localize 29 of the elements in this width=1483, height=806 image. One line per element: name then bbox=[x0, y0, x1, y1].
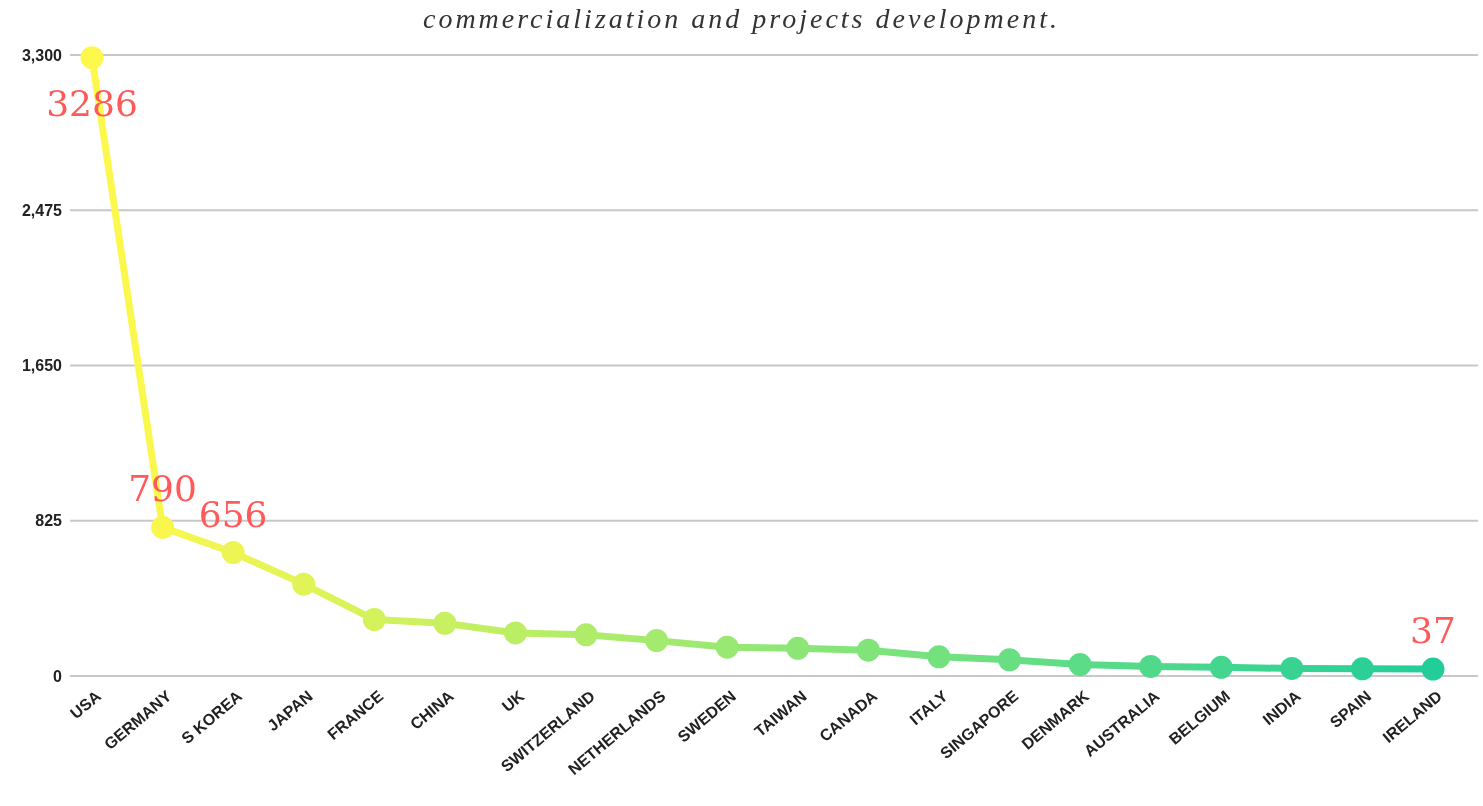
point bbox=[503, 621, 527, 645]
y-tick-label: 0 bbox=[53, 667, 63, 685]
point bbox=[1280, 656, 1304, 680]
data-label: 37 bbox=[1410, 610, 1456, 652]
point bbox=[1068, 653, 1092, 677]
point bbox=[151, 515, 175, 539]
point bbox=[433, 611, 457, 635]
point bbox=[80, 46, 104, 70]
x-tick-label: USA bbox=[67, 686, 105, 723]
point bbox=[1139, 654, 1163, 678]
point bbox=[927, 645, 951, 669]
data-label: 656 bbox=[198, 493, 268, 535]
point bbox=[1350, 657, 1374, 681]
point bbox=[362, 608, 386, 632]
chart-title: commercialization and projects development. bbox=[422, 3, 1061, 34]
y-tick-label: 825 bbox=[35, 512, 63, 530]
point bbox=[574, 623, 598, 647]
point bbox=[292, 572, 316, 596]
y-tick-label: 2,475 bbox=[21, 201, 63, 219]
point bbox=[856, 638, 880, 662]
point bbox=[221, 541, 245, 565]
point bbox=[715, 635, 739, 659]
y-tick-label: 1,650 bbox=[21, 357, 63, 375]
point bbox=[1421, 657, 1445, 681]
point bbox=[786, 636, 810, 660]
point bbox=[1209, 655, 1233, 679]
y-tick-label: 3,300 bbox=[21, 46, 63, 64]
point bbox=[645, 629, 669, 653]
point bbox=[998, 648, 1022, 672]
